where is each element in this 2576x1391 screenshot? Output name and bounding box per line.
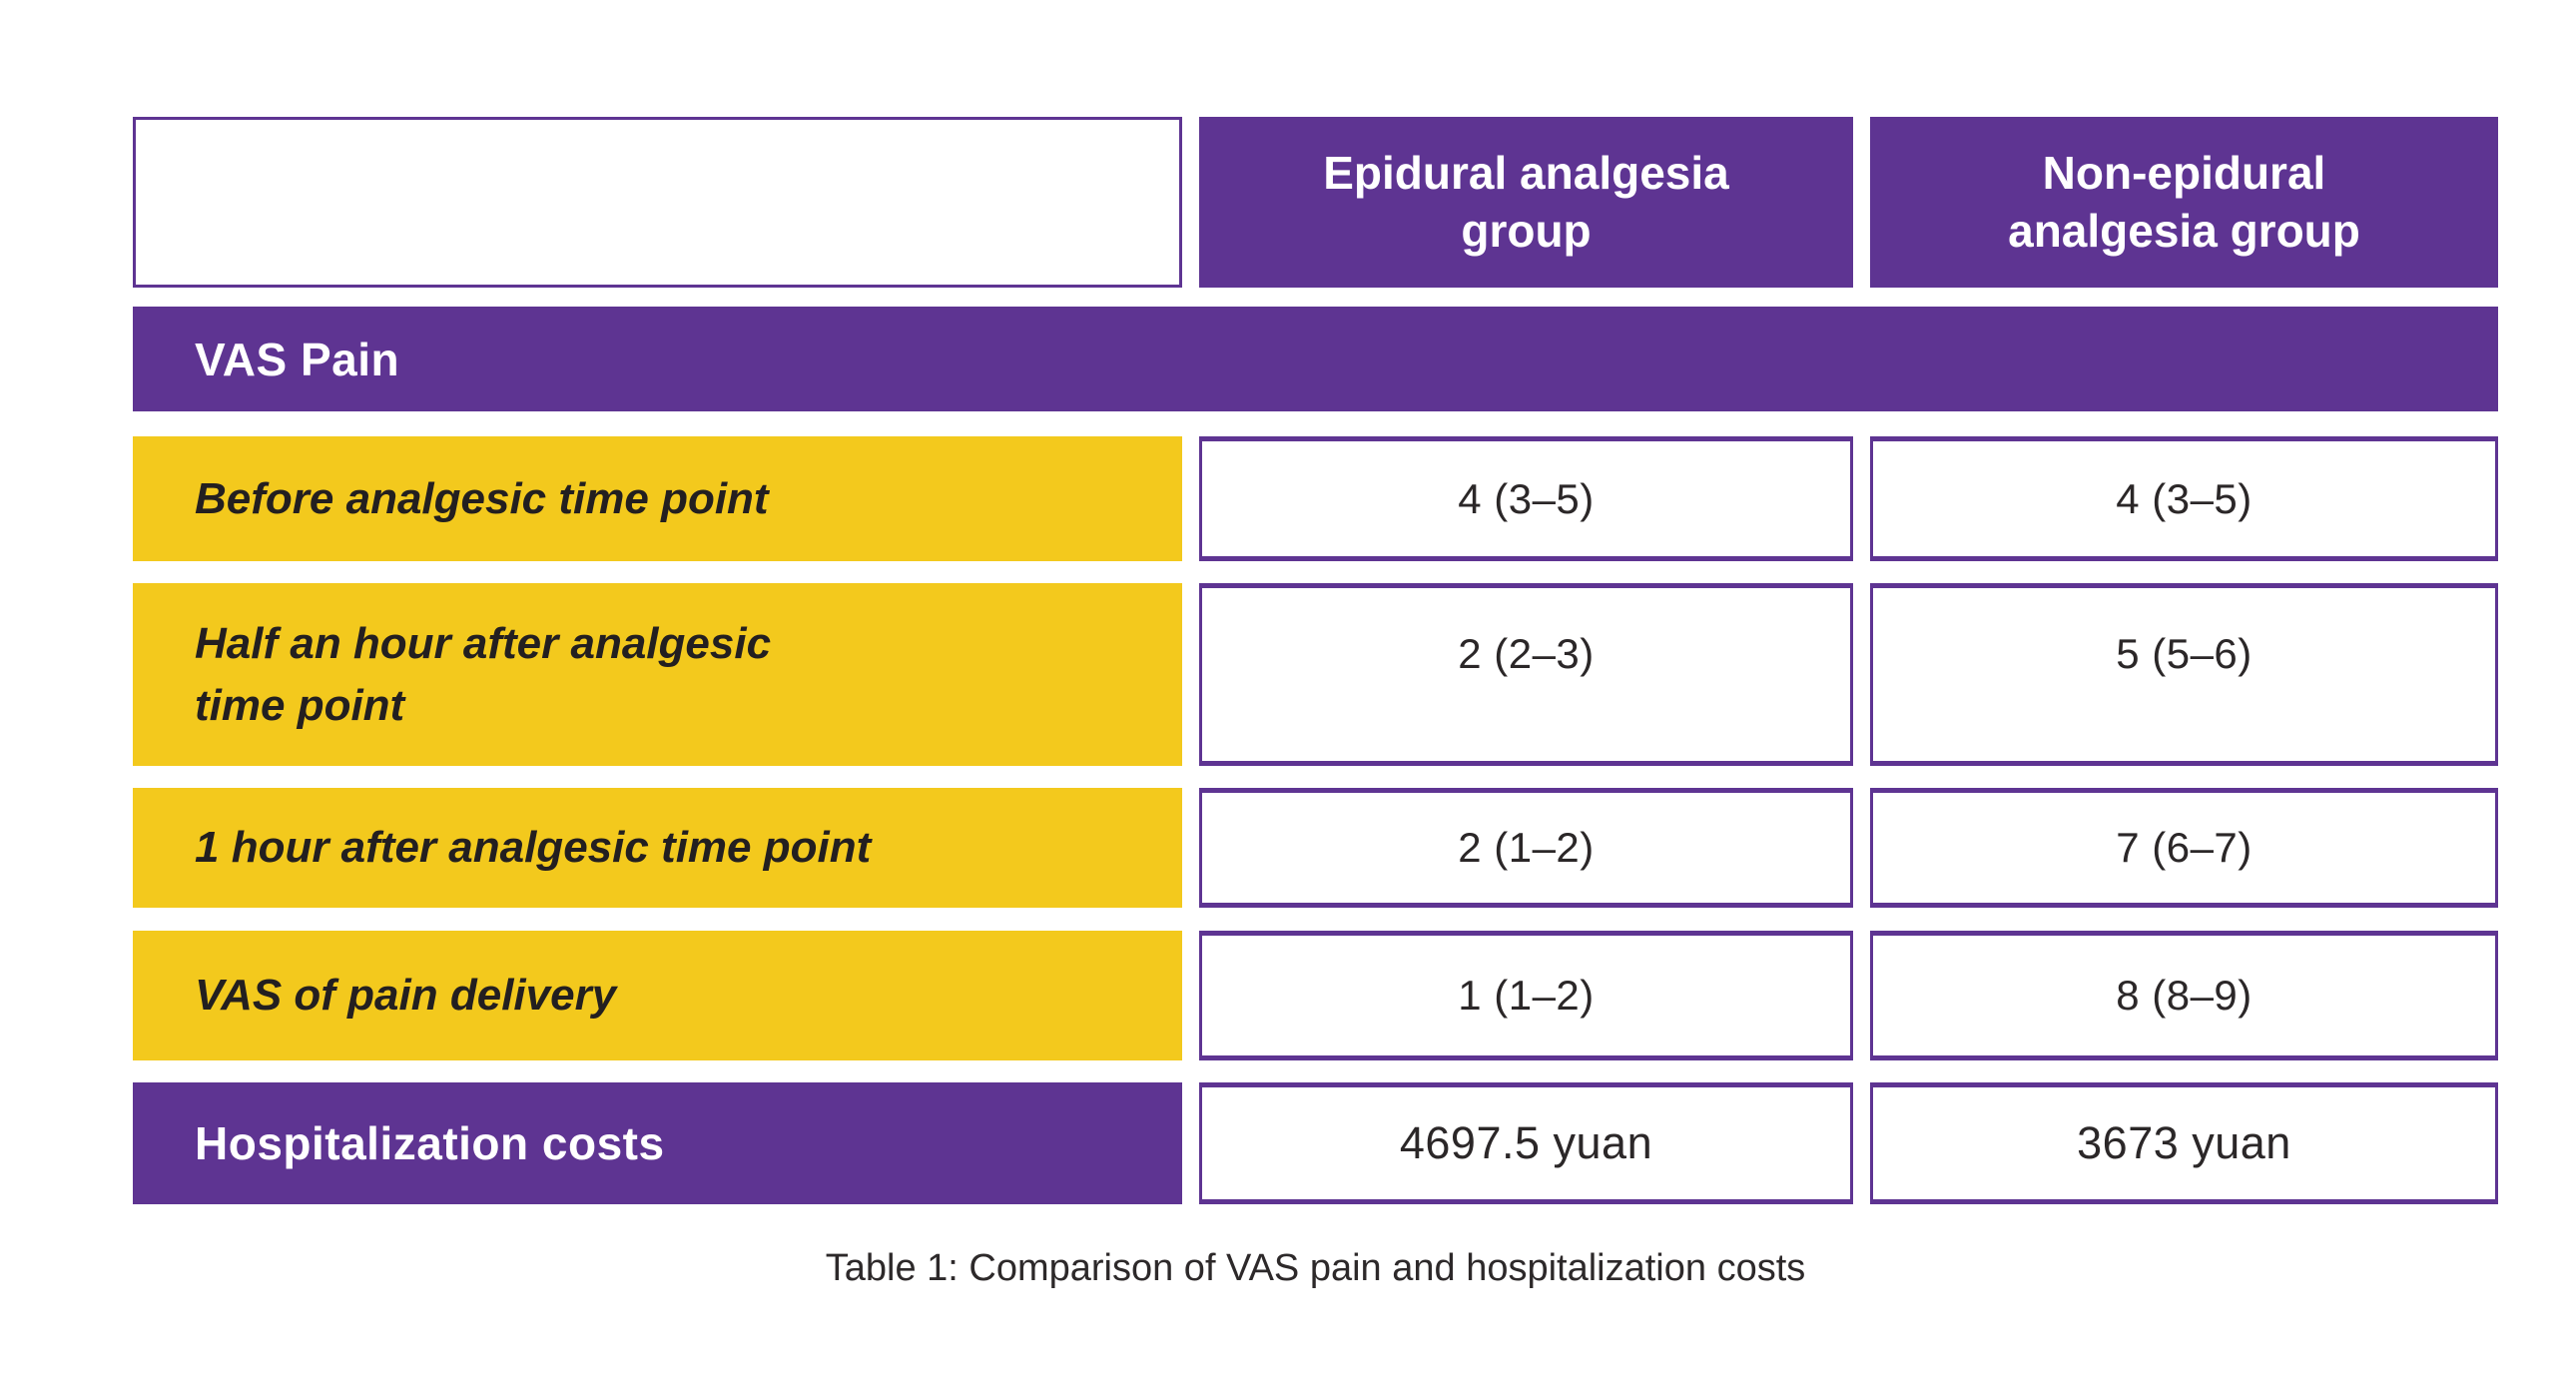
row-label: Before analgesic time point: [133, 436, 1182, 561]
row-label: VAS of pain delivery: [133, 931, 1182, 1060]
table-row-vas-pain-delivery: VAS of pain delivery 1 (1–2) 8 (8–9): [133, 931, 2498, 1060]
section-header-label: VAS Pain: [195, 333, 400, 385]
non-epidural-value: 7 (6–7): [1870, 788, 2498, 908]
non-epidural-value: 8 (8–9): [1870, 931, 2498, 1060]
epidural-value: 4697.5 yuan: [1199, 1082, 1853, 1204]
table-header-row: Epidural analgesia group Non-epidural an…: [133, 117, 2498, 288]
column-header-epidural: Epidural analgesia group: [1199, 117, 1853, 288]
non-epidural-value: 5 (5–6): [1870, 583, 2498, 766]
non-epidural-value: 4 (3–5): [1870, 436, 2498, 561]
non-epidural-value: 3673 yuan: [1870, 1082, 2498, 1204]
row-label: 1 hour after analgesic time point: [133, 788, 1182, 908]
table-row-half-hour-after: Half an hour after analgesic time point …: [133, 583, 2498, 766]
table-caption: Table 1: Comparison of VAS pain and hosp…: [825, 1247, 1806, 1289]
epidural-value: 2 (2–3): [1199, 583, 1853, 766]
table-row-hospitalization-costs: Hospitalization costs 4697.5 yuan 3673 y…: [133, 1082, 2498, 1204]
row-label: Half an hour after analgesic time point: [133, 583, 1182, 766]
epidural-value: 2 (1–2): [1199, 788, 1853, 908]
corner-cell: [133, 117, 1182, 288]
column-header-non-epidural: Non-epidural analgesia group: [1870, 117, 2498, 288]
epidural-value: 1 (1–2): [1199, 931, 1853, 1060]
row-label: Hospitalization costs: [133, 1082, 1182, 1204]
table-row-one-hour-after: 1 hour after analgesic time point 2 (1–2…: [133, 788, 2498, 908]
table-row-before-analgesic: Before analgesic time point 4 (3–5) 4 (3…: [133, 436, 2498, 561]
epidural-value: 4 (3–5): [1199, 436, 1853, 561]
comparison-table: Epidural analgesia group Non-epidural an…: [133, 117, 2498, 1204]
section-header-vas-pain: VAS Pain: [133, 307, 2498, 411]
